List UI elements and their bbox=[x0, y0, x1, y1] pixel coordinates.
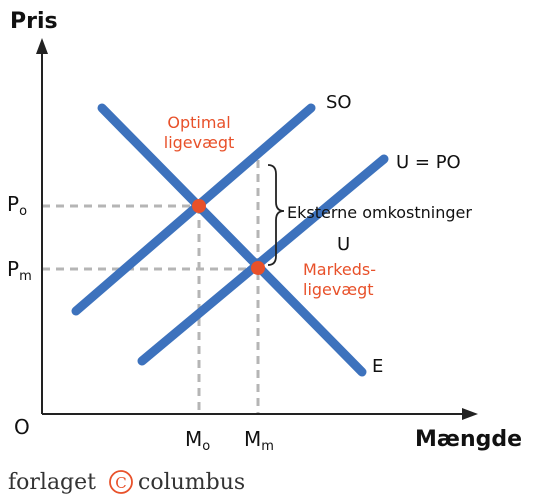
optimal-equilibrium-label-line2: ligevægt bbox=[164, 133, 235, 152]
tick-po: Po bbox=[7, 192, 27, 219]
x-axis-arrow bbox=[462, 408, 478, 420]
y-axis-arrow bbox=[36, 38, 48, 54]
tick-mo: Mo bbox=[185, 427, 210, 454]
tick-pm: Pm bbox=[7, 257, 32, 284]
copyright-symbol: C bbox=[115, 474, 126, 492]
external-costs-label: Eksterne omkostninger bbox=[287, 203, 472, 222]
market-equilibrium-label-line1: Markeds- bbox=[303, 260, 376, 279]
brand-text-right: columbus bbox=[138, 470, 245, 495]
external-costs-brace bbox=[267, 164, 285, 266]
optimal-equilibrium-label-line1: Optimal bbox=[167, 113, 230, 132]
curve-label-e: E bbox=[372, 356, 383, 377]
axes bbox=[41, 48, 470, 415]
curve-label-u: U bbox=[337, 234, 350, 255]
publisher-logo: forlaget C columbus bbox=[8, 470, 245, 495]
brand-text-left: forlaget bbox=[8, 470, 96, 495]
curve-label-so: SO bbox=[326, 92, 352, 113]
optimal-equilibrium-point bbox=[192, 199, 206, 213]
market-equilibrium-point bbox=[251, 261, 265, 275]
origin-label: O bbox=[14, 415, 30, 439]
y-axis-title: Pris bbox=[10, 9, 58, 34]
curve-u-po bbox=[137, 154, 389, 366]
curve-e bbox=[97, 103, 367, 377]
tick-mm: Mm bbox=[244, 427, 274, 454]
copyright-circle-icon bbox=[109, 470, 133, 494]
market-equilibrium-label-line2: ligevægt bbox=[303, 280, 374, 299]
curve-label-u-po: U = PO bbox=[396, 152, 461, 173]
x-axis-title: Mængde bbox=[415, 427, 522, 452]
